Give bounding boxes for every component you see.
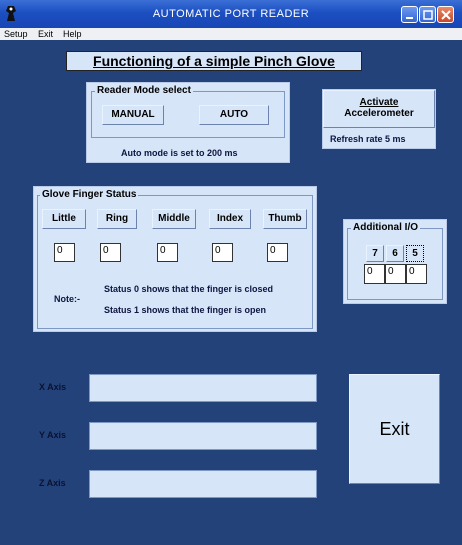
finger-status-middle[interactable]: 0 <box>157 243 178 262</box>
app-icon[interactable] <box>3 5 19 23</box>
auto-mode-note: Auto mode is set to 200 ms <box>121 148 238 158</box>
activate-accelerometer-button[interactable]: Activate Accelerometer <box>323 90 435 128</box>
additional-io-label: Additional I/O <box>351 222 420 234</box>
finger-status-index[interactable]: 0 <box>212 243 233 262</box>
glove-status-label: Glove Finger Status <box>40 189 139 201</box>
maximize-button[interactable] <box>419 6 436 23</box>
io-value-5[interactable]: 0 <box>406 264 427 284</box>
page-title: Functioning of a simple Pinch Glove <box>66 51 362 71</box>
reader-mode-panel: Reader Mode select MANUAL AUTO Auto mode… <box>86 82 290 163</box>
y-axis-field[interactable] <box>89 422 317 450</box>
manual-button[interactable]: MANUAL <box>102 105 164 125</box>
minimize-icon <box>406 17 413 19</box>
minimize-button[interactable] <box>401 6 418 23</box>
close-icon <box>441 10 451 20</box>
exit-button[interactable]: Exit <box>349 374 440 484</box>
menu-help[interactable]: Help <box>63 29 82 39</box>
window-title: AUTOMATIC PORT READER <box>152 8 310 20</box>
finger-status-little[interactable]: 0 <box>54 243 75 262</box>
finger-button-little[interactable]: Little <box>42 209 86 229</box>
y-axis-label: Y Axis <box>39 430 67 440</box>
x-axis-field[interactable] <box>89 374 317 402</box>
additional-io-panel: Additional I/O 7 6 5 0 0 0 <box>343 219 447 304</box>
io-channel-6[interactable]: 6 <box>386 245 404 262</box>
maximize-icon <box>423 10 433 20</box>
io-value-6[interactable]: 0 <box>385 264 406 284</box>
io-value-7[interactable]: 0 <box>364 264 385 284</box>
accelerometer-panel: Activate Accelerometer Refresh rate 5 ms <box>322 89 436 149</box>
menu-bar: Setup Exit Help <box>0 28 462 40</box>
finger-button-index[interactable]: Index <box>209 209 251 229</box>
note-status-1: Status 1 shows that the finger is open <box>104 305 267 315</box>
auto-button[interactable]: AUTO <box>199 105 269 125</box>
close-button[interactable] <box>437 6 454 23</box>
finger-status-thumb[interactable]: 0 <box>267 243 288 262</box>
io-channel-5[interactable]: 5 <box>406 245 424 262</box>
io-channel-7[interactable]: 7 <box>366 245 384 262</box>
note-label: Note:- <box>54 294 80 304</box>
reader-mode-label: Reader Mode select <box>95 85 193 97</box>
refresh-rate-label: Refresh rate 5 ms <box>330 134 406 144</box>
finger-button-ring[interactable]: Ring <box>97 209 137 229</box>
z-axis-field[interactable] <box>89 470 317 498</box>
z-axis-label: Z Axis <box>39 478 66 488</box>
note-status-0: Status 0 shows that the finger is closed <box>104 284 274 294</box>
menu-exit[interactable]: Exit <box>38 29 54 39</box>
finger-button-thumb[interactable]: Thumb <box>263 209 307 229</box>
finger-status-ring[interactable]: 0 <box>100 243 121 262</box>
glove-status-group <box>37 195 313 329</box>
title-bar: AUTOMATIC PORT READER <box>0 0 462 28</box>
finger-button-middle[interactable]: Middle <box>152 209 196 229</box>
x-axis-label: X Axis <box>39 382 67 392</box>
menu-setup[interactable]: Setup <box>4 29 28 39</box>
glove-status-panel: Glove Finger Status Little Ring Middle I… <box>33 186 317 332</box>
